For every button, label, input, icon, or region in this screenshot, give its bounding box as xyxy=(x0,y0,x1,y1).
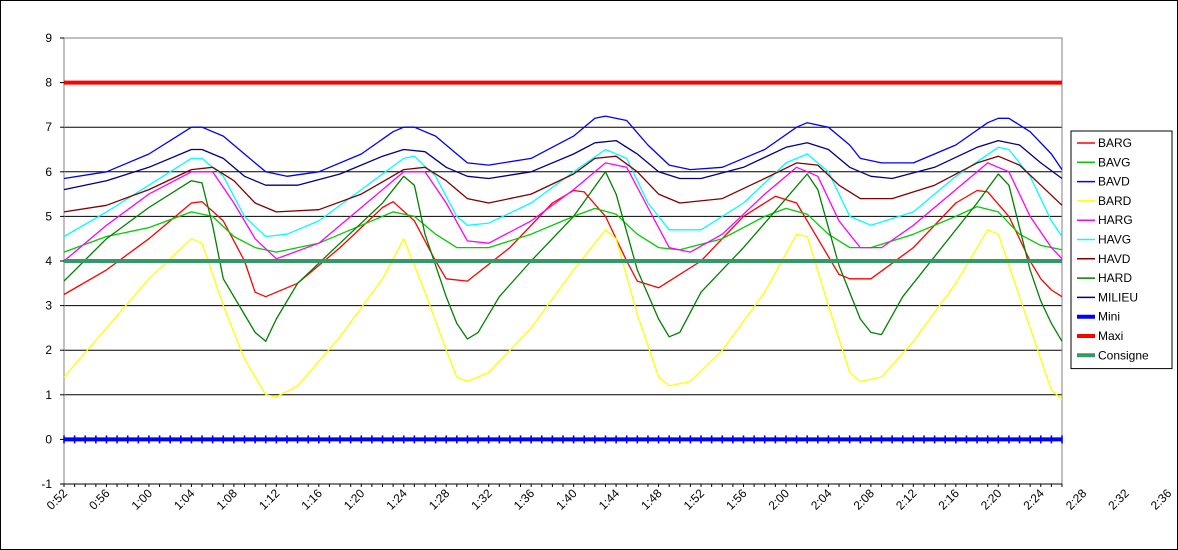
x-tick-label: 1:32 xyxy=(468,486,495,513)
series-havg-line xyxy=(63,146,1063,238)
legend-label: MILIEU xyxy=(1098,290,1138,304)
x-tick-label: 1:08 xyxy=(214,486,241,513)
x-tick-label: 1:40 xyxy=(553,486,580,513)
series-milieu-line xyxy=(63,139,1063,191)
series-bard-line xyxy=(63,229,1063,400)
legend-label: HARG xyxy=(1098,213,1133,227)
legend-label: Maxi xyxy=(1098,329,1123,343)
x-tick-label: 1:04 xyxy=(171,486,198,513)
x-tick-label: 1:24 xyxy=(383,486,410,513)
x-tick-label: 2:04 xyxy=(808,486,835,513)
x-tick-label: 1:28 xyxy=(426,486,453,513)
series-havd-line xyxy=(63,155,1063,213)
legend-label: BAVD xyxy=(1098,175,1130,189)
y-tick-label: 8 xyxy=(45,76,52,90)
legend-label: Consigne xyxy=(1098,348,1149,362)
y-tick-label: 0 xyxy=(45,432,52,446)
series-hard-line xyxy=(63,171,1063,342)
x-tick-label: 2:32 xyxy=(1105,486,1132,513)
legend-label: Mini xyxy=(1098,310,1120,324)
legend-item-bavg: BAVG xyxy=(1077,155,1130,169)
x-tick-label: 1:12 xyxy=(256,486,283,513)
legend: BARG BAVG BAVD BARD HARG HAVG HAVD HARD MILIEU Mi… xyxy=(1070,130,1173,370)
y-tick-label: 1 xyxy=(45,388,52,402)
series-harg-line xyxy=(63,162,1063,262)
legend-box xyxy=(1070,130,1173,370)
x-tick-label: 2:28 xyxy=(1063,486,1090,513)
x-tick-label: 1:00 xyxy=(129,486,156,513)
x-tick-label: 1:16 xyxy=(299,486,326,513)
legend-item-havg: HAVG xyxy=(1077,233,1131,247)
x-tick-label: 2:08 xyxy=(851,486,878,513)
legend-item-harg: HARG xyxy=(1077,213,1133,227)
y-tick-label: 4 xyxy=(45,254,52,268)
legend-label: BARD xyxy=(1098,194,1132,208)
x-tick-label: 2:12 xyxy=(893,486,920,513)
x-tick-label: 1:36 xyxy=(511,486,538,513)
legend-item-hard: HARD xyxy=(1077,271,1132,285)
legend-label: BAVG xyxy=(1098,155,1130,169)
legend-item-bard: BARD xyxy=(1077,194,1132,208)
y-tick-label: 9 xyxy=(45,31,52,45)
series-mini xyxy=(63,435,1063,444)
y-tick-label: 7 xyxy=(45,120,52,134)
x-tick-label: 2:24 xyxy=(1020,486,1047,513)
x-tick-label: 1:44 xyxy=(596,486,623,513)
x-tick-label: 2:16 xyxy=(936,486,963,513)
x-tick-label: 1:48 xyxy=(638,486,665,513)
legend-label: HARD xyxy=(1098,271,1132,285)
legend-item-bavd: BAVD xyxy=(1077,175,1130,189)
series-bavg-line xyxy=(63,205,1063,253)
legend-item-mini: Mini xyxy=(1077,310,1120,324)
legend-item-consigne: Consigne xyxy=(1077,348,1149,362)
x-tick-label: 2:36 xyxy=(1148,486,1175,513)
x-tick-label: 2:00 xyxy=(766,486,793,513)
legend-item-havd: HAVD xyxy=(1077,252,1131,266)
x-tick-label: 2:20 xyxy=(978,486,1005,513)
series-layer xyxy=(63,80,1063,444)
legend-label: HAVD xyxy=(1098,252,1131,266)
y-tick-label: -1 xyxy=(41,477,52,491)
y-tick-label: 6 xyxy=(45,165,52,179)
x-tick-label: 1:52 xyxy=(681,486,708,513)
legend-item-milieu: MILIEU xyxy=(1077,290,1138,304)
y-tick-label: 3 xyxy=(45,299,52,313)
legend-item-maxi: Maxi xyxy=(1077,329,1123,343)
x-tick-label: 0:56 xyxy=(86,486,113,513)
legend-label: BARG xyxy=(1098,136,1132,150)
legend-item-barg: BARG xyxy=(1077,136,1132,150)
y-tick-label: 2 xyxy=(45,343,52,357)
x-tick-label: 1:20 xyxy=(341,486,368,513)
series-barg-line xyxy=(63,189,1063,298)
x-tick-label: 1:56 xyxy=(723,486,750,513)
y-tick-label: 5 xyxy=(45,209,52,223)
legend-label: HAVG xyxy=(1098,233,1131,247)
series-bavd-line xyxy=(63,115,1063,180)
